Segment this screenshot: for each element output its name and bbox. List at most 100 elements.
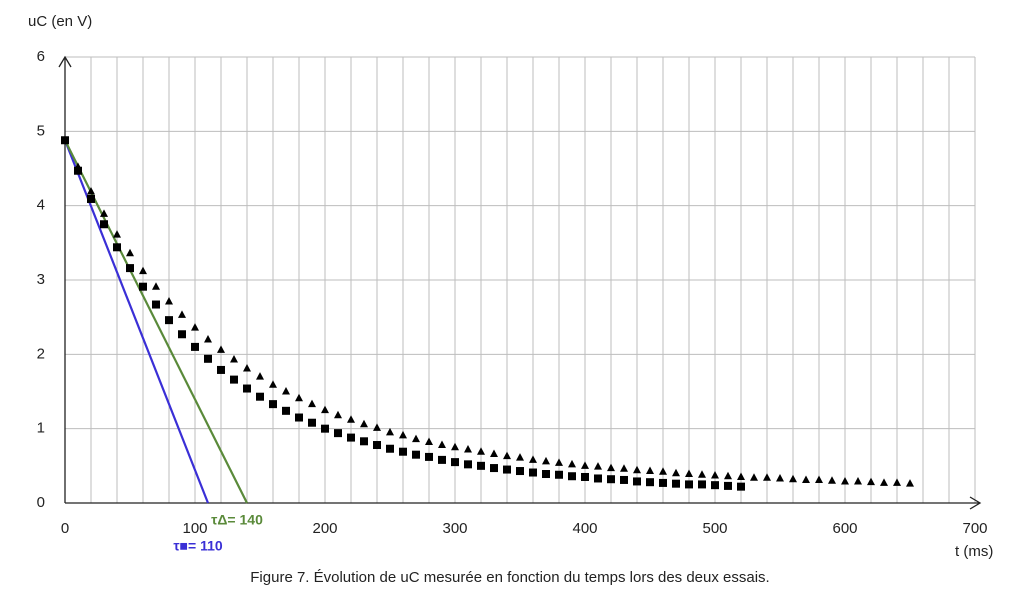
square-point (347, 433, 355, 442)
x-tick-label: 500 (702, 520, 727, 537)
y-tick-label: 4 (37, 197, 45, 214)
x-tick-label: 400 (572, 520, 597, 537)
triangle-point (685, 469, 693, 478)
triangle-point (711, 470, 719, 479)
tangent-line (63, 139, 210, 504)
triangle-point (204, 334, 212, 343)
triangle-point (867, 477, 875, 486)
square-point (516, 467, 524, 476)
triangle-point (893, 478, 901, 486)
triangle-point (451, 442, 459, 451)
triangle-point (555, 458, 563, 466)
triangle-point (165, 297, 173, 305)
triangle-point (516, 453, 524, 461)
square-point (152, 300, 160, 309)
x-axis-label: t (ms) (955, 543, 993, 560)
square-point (724, 481, 732, 490)
y-tick-label: 0 (37, 494, 45, 511)
triangle-point (178, 310, 186, 318)
square-point (282, 406, 290, 415)
x-tick-label: 0 (61, 520, 69, 537)
triangle-point (295, 393, 303, 402)
triangle-point (334, 410, 342, 419)
square-point (295, 413, 303, 422)
square-point (308, 418, 316, 427)
triangle-point (269, 380, 277, 388)
y-axis-label: uC (en V) (28, 13, 92, 30)
square-point (451, 458, 459, 467)
triangle-point (763, 473, 771, 481)
x-tick-label: 700 (962, 520, 987, 537)
square-point (321, 424, 329, 433)
triangle-point (386, 427, 394, 436)
tangent-line (64, 139, 248, 504)
square-point (620, 475, 628, 484)
square-point (386, 444, 394, 453)
caption: Figure 7. Évolution de uC mesurée en fon… (250, 569, 769, 586)
triangle-point (750, 473, 758, 481)
square-point (256, 392, 264, 401)
square-point (230, 375, 238, 384)
square-point (243, 384, 251, 393)
triangle-point (906, 479, 914, 487)
y-tick-label: 2 (37, 345, 45, 362)
triangle-point (620, 464, 628, 472)
triangle-point (737, 472, 745, 480)
triangle-point (776, 473, 784, 482)
square-point (360, 437, 368, 446)
x-tick-label: 200 (312, 520, 337, 537)
square-point (139, 282, 147, 291)
square-point (555, 470, 563, 479)
y-axis (58, 55, 72, 503)
triangle-point (412, 434, 420, 443)
triangle-point (139, 266, 147, 275)
square-point (581, 472, 589, 481)
square-point (269, 400, 277, 409)
triangle-point (646, 466, 654, 475)
triangle-point (529, 455, 537, 463)
triangle-point (698, 470, 706, 478)
y-tick-label: 1 (37, 420, 45, 437)
triangle-point (828, 476, 836, 484)
tangent-label: τ■= 110 (173, 538, 223, 554)
triangle-point (256, 372, 264, 380)
triangle-point (841, 476, 849, 485)
triangle-point (581, 461, 589, 469)
square-point (542, 470, 550, 479)
triangle-point (568, 459, 576, 468)
triangle-point (490, 449, 498, 457)
triangle-point (425, 437, 433, 446)
square-point (399, 447, 407, 456)
square-point (126, 264, 134, 273)
triangle-point (789, 474, 797, 483)
x-tick-label: 300 (442, 520, 467, 537)
triangle-point (659, 467, 667, 475)
triangle-point (399, 430, 407, 439)
triangle-point (100, 209, 108, 217)
triangle-point (61, 135, 69, 144)
triangle-point (802, 475, 810, 483)
square-point (477, 461, 485, 470)
x-axis (65, 496, 982, 510)
tangent-label: τΔ= 140 (211, 512, 263, 528)
triangle-point (503, 451, 511, 460)
triangle-point (87, 187, 95, 195)
triangle-point (152, 282, 160, 290)
square-point (204, 354, 212, 363)
square-point (165, 316, 173, 325)
square-point (633, 477, 641, 486)
triangle-point (672, 468, 680, 477)
triangle-point (542, 456, 550, 465)
square-point (217, 365, 225, 374)
triangle-point (373, 423, 381, 431)
square-point (464, 460, 472, 469)
square-point (659, 478, 667, 487)
triangle-point (815, 475, 823, 483)
square-point (607, 475, 615, 484)
triangle-point (321, 405, 329, 414)
square-point (100, 220, 108, 229)
triangle-point (464, 444, 472, 453)
square-point (711, 481, 719, 490)
triangle-point (438, 440, 446, 449)
triangle-point (633, 465, 641, 474)
